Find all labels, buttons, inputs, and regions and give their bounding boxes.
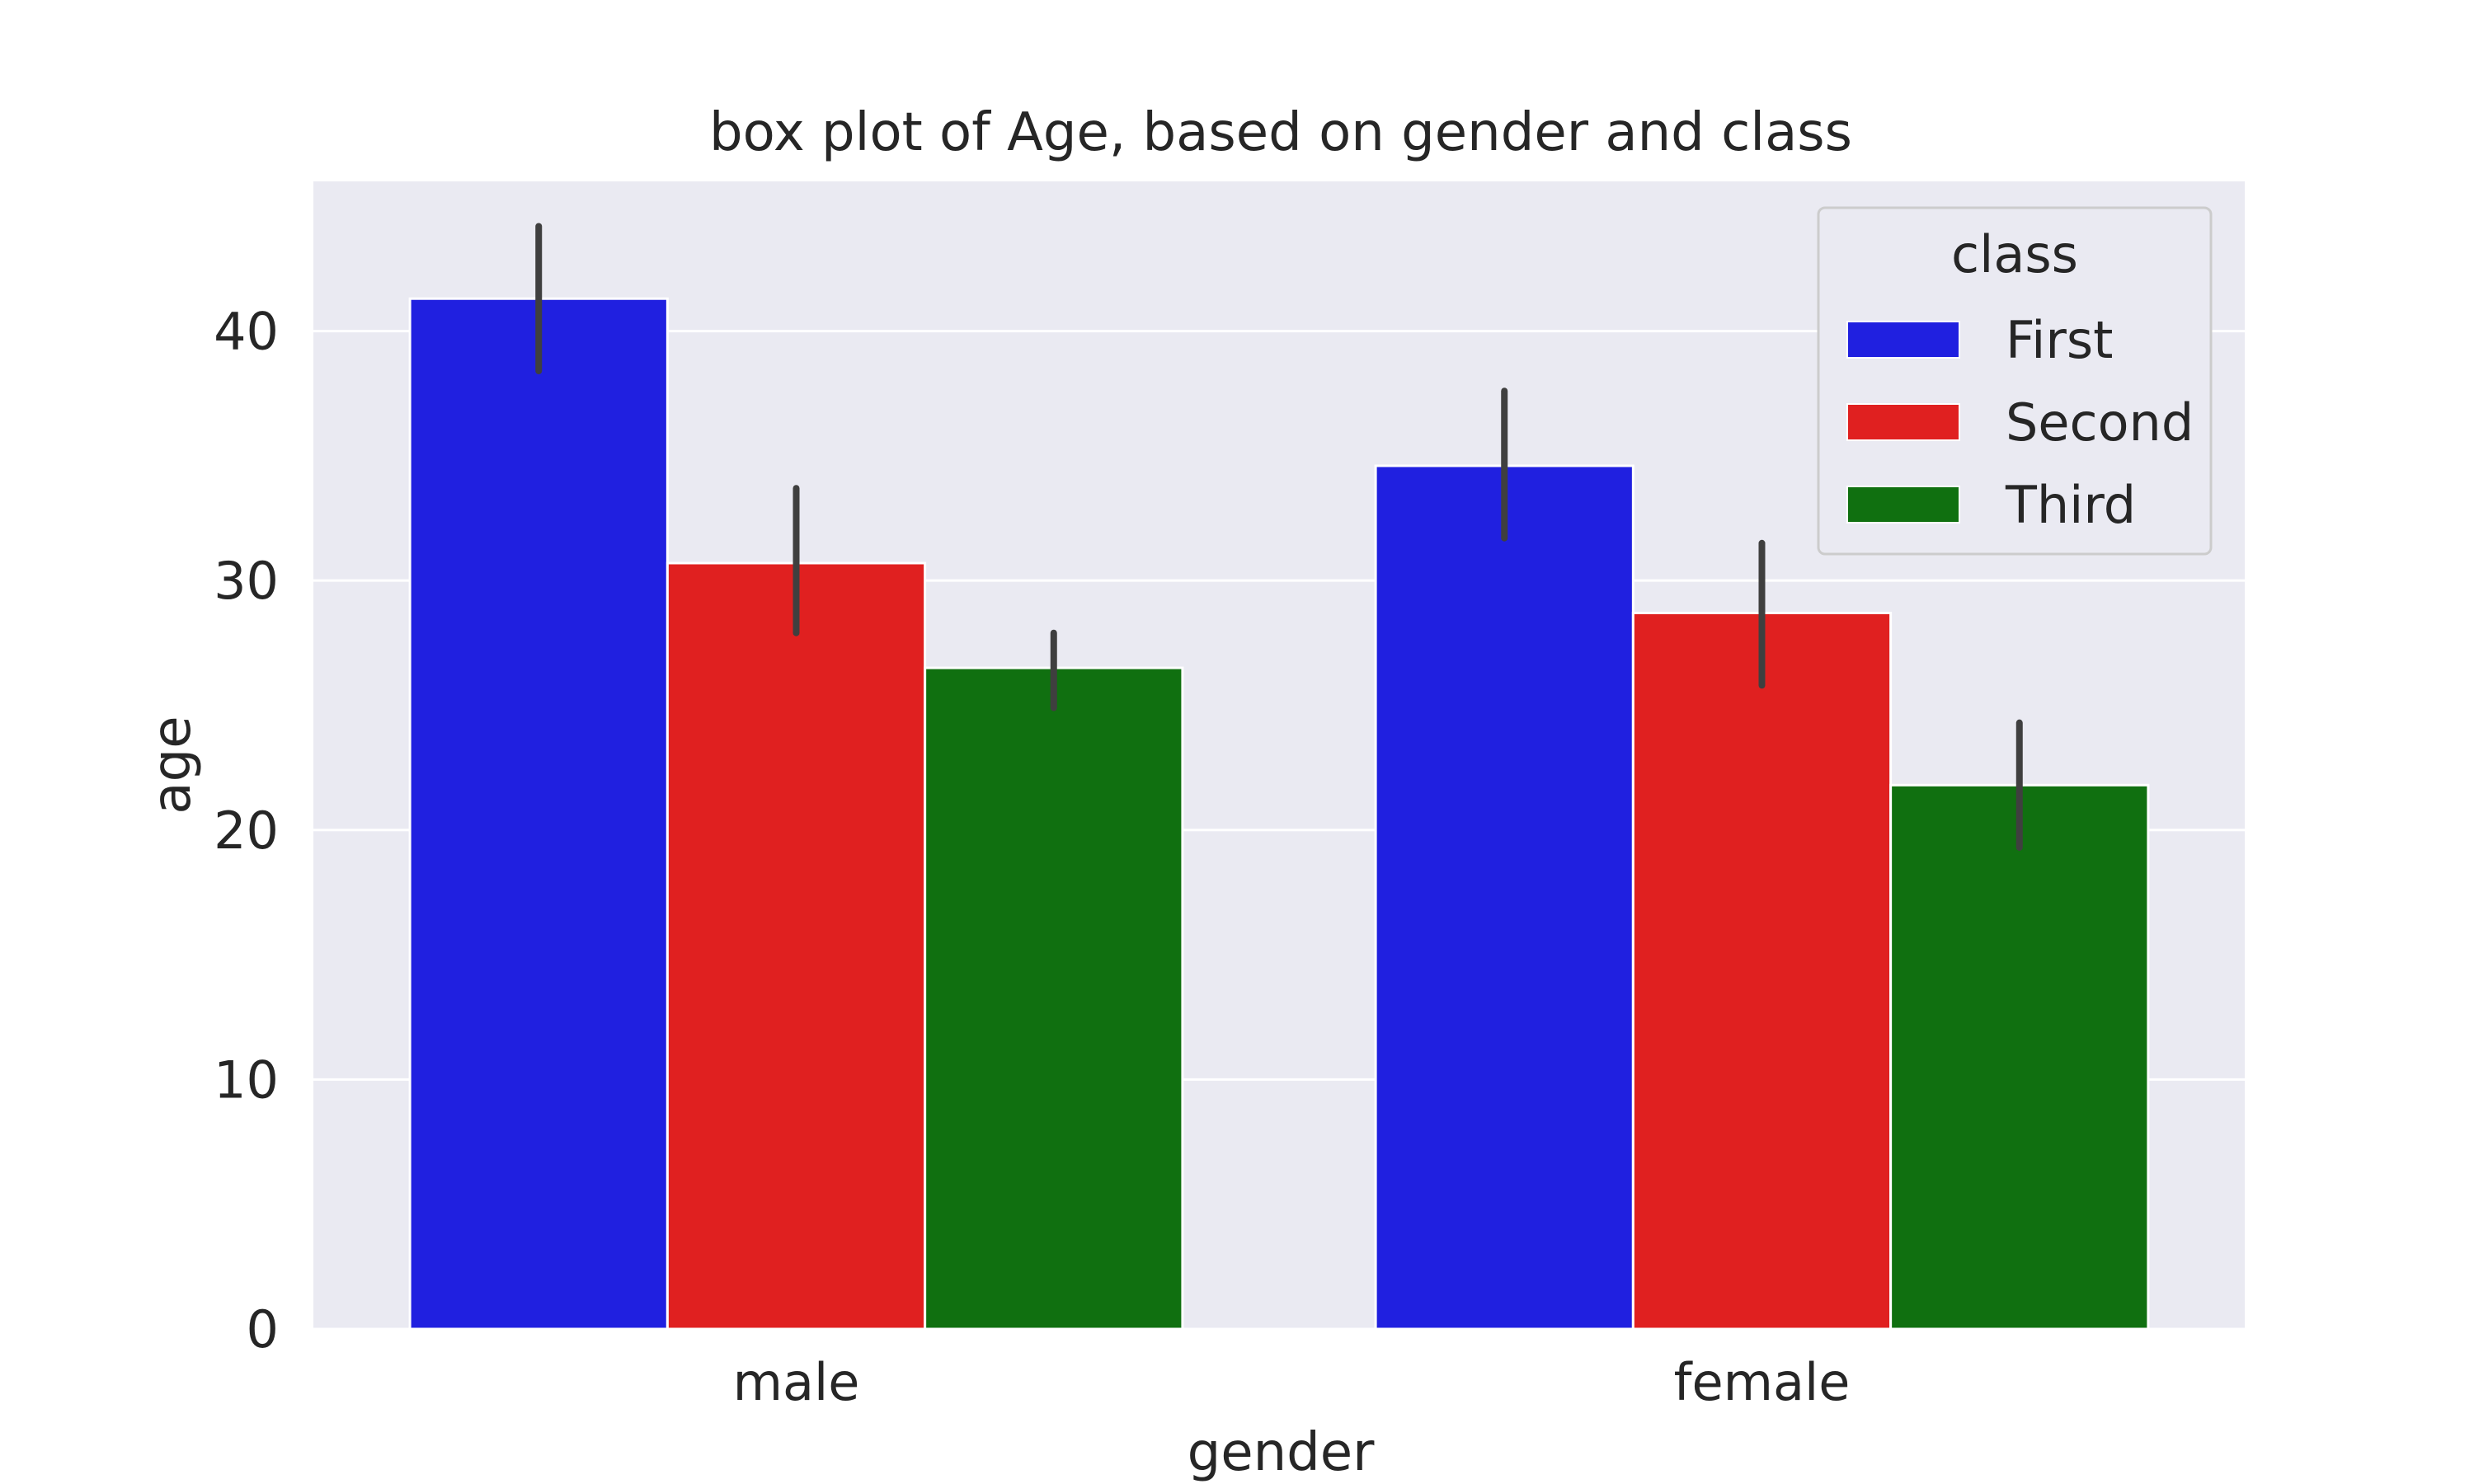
bar-female-first	[1374, 464, 1634, 1331]
bar-male-third	[924, 666, 1184, 1331]
y-tick-label: 10	[214, 1050, 279, 1110]
bar-female-second	[1631, 612, 1893, 1331]
y-tick-label: 20	[214, 801, 279, 861]
y-tick-label: 0	[247, 1299, 279, 1360]
bar-male-first	[408, 297, 669, 1331]
legend-swatch-second	[1846, 403, 1960, 441]
bars	[408, 297, 2150, 1331]
legend-frame	[1817, 206, 2213, 556]
bar-female-third	[1889, 783, 2150, 1331]
legend-swatch-first	[1846, 321, 1960, 359]
x-tick-labels: male female	[733, 1352, 1851, 1412]
legend: class First Second Third	[1817, 206, 2213, 556]
legend-entries: First Second Third	[1846, 310, 2194, 535]
x-tick-label: female	[1674, 1352, 1851, 1412]
y-axis-label: age	[142, 716, 203, 814]
legend-label: Second	[2006, 392, 2194, 453]
y-tick-labels: 0 10 20 30 40	[214, 302, 279, 1360]
x-axis-label: gender	[1188, 1422, 1376, 1483]
chart-title: box plot of Age, based on gender and cla…	[709, 102, 1852, 163]
legend-title: class	[1951, 224, 2078, 284]
y-tick-label: 30	[214, 551, 279, 611]
legend-label: First	[2006, 310, 2113, 370]
legend-swatch-third	[1846, 486, 1960, 524]
x-tick-label: male	[733, 1352, 860, 1412]
bar-male-second	[666, 561, 927, 1331]
y-tick-label: 40	[214, 302, 279, 362]
legend-label: Third	[2005, 475, 2136, 535]
error-bars	[535, 223, 2023, 851]
